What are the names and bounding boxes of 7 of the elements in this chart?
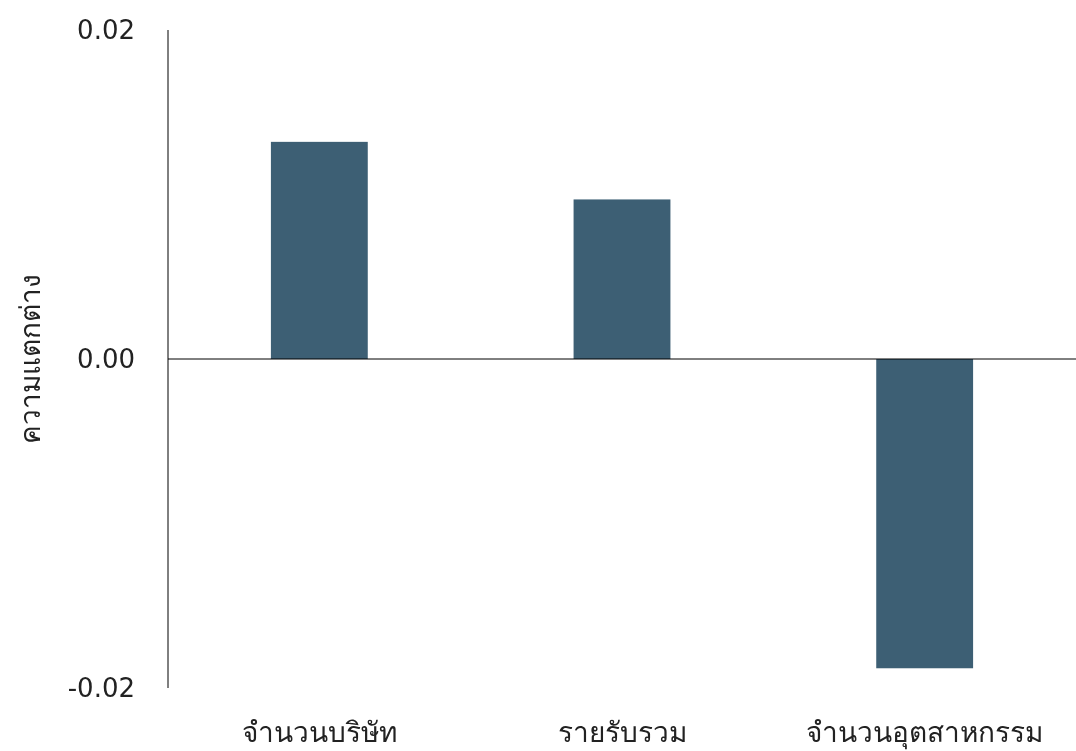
x-tick-label: จำนวนอุตสาหกรรม [806, 716, 1044, 750]
y-tick-label: 0.02 [77, 15, 135, 45]
y-tick-label: 0.00 [77, 344, 135, 374]
x-tick-label: รายรับรวม [557, 716, 687, 749]
y-tick-label: -0.02 [67, 673, 135, 703]
x-tick-label: จำนวนบริษัท [241, 716, 397, 749]
y-axis-title: ความแตกต่าง [14, 274, 47, 444]
